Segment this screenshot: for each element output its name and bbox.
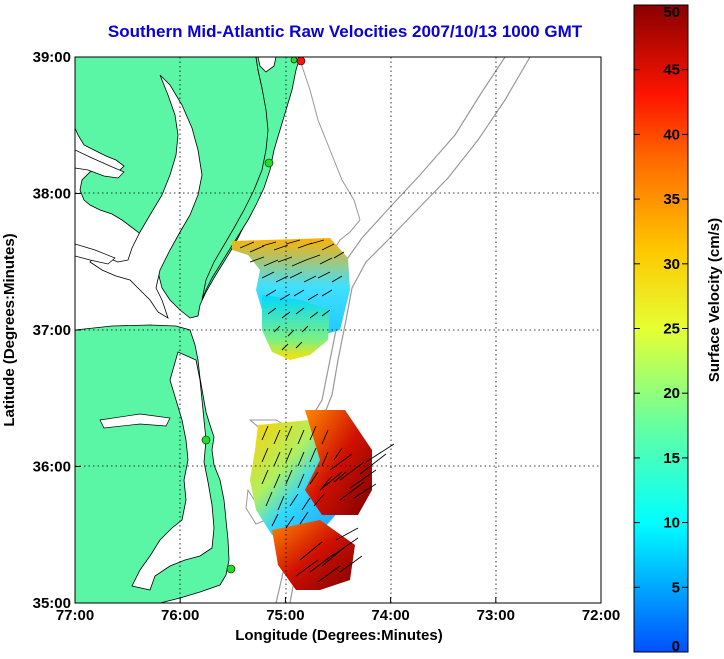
colorbar-label: Surface Velocity (cm/s) — [706, 218, 723, 382]
x-tick-label: 72:00 — [582, 607, 620, 624]
delaware-bay — [257, 57, 277, 73]
y-axis-label: Latitude (Degrees:Minutes) — [1, 233, 18, 426]
eastern-shore — [201, 57, 301, 301]
y-tick-label: 37:00 — [33, 322, 71, 339]
y-tick-label: 35:00 — [33, 595, 71, 612]
station-marker — [226, 564, 236, 574]
colorbar — [633, 4, 689, 653]
colorbar-tick-label: 0 — [672, 638, 680, 655]
velocity-field — [232, 238, 372, 590]
y-axis-ticks: 39:00 38:00 37:00 36:00 35:00 — [33, 49, 81, 612]
x-tick-label: 73:00 — [477, 607, 515, 624]
station-marker — [264, 158, 274, 168]
colorbar-ticks: 0 5 10 15 20 25 30 35 40 45 50 — [634, 4, 688, 655]
stations — [201, 57, 306, 574]
x-tick-label: 76:00 — [161, 607, 199, 624]
colorbar-tick-label: 25 — [663, 321, 680, 338]
x-tick-label: 74:00 — [371, 607, 409, 624]
velocity-vectors — [239, 239, 395, 583]
station-marker — [201, 435, 211, 445]
colorbar-tick-label: 45 — [663, 62, 680, 79]
colorbar-tick-label: 20 — [663, 385, 680, 402]
y-tick-label: 39:00 — [33, 49, 71, 66]
colorbar-tick-label: 35 — [663, 191, 680, 208]
colorbar-tick-label: 50 — [663, 4, 680, 21]
grid — [75, 57, 601, 603]
station-marker — [296, 57, 306, 66]
y-tick-label: 36:00 — [33, 459, 71, 476]
colorbar-tick-label: 10 — [663, 515, 680, 532]
inland-river-3 — [99, 413, 171, 429]
colorbar-tick-label: 30 — [663, 256, 680, 273]
x-tick-label: 75:00 — [266, 607, 304, 624]
x-axis-ticks: 77:00 76:00 75:00 74:00 73:00 72:00 — [56, 597, 620, 624]
chart-title: Southern Mid-Atlantic Raw Velocities 200… — [107, 22, 583, 41]
x-axis-label: Longitude (Degrees:Minutes) — [235, 627, 443, 644]
y-tick-label: 38:00 — [33, 186, 71, 203]
station-marker — [290, 57, 298, 64]
colorbar-tick-label: 5 — [672, 579, 680, 596]
x-tick-label: 77:00 — [56, 607, 94, 624]
inland-river-1 — [75, 149, 125, 179]
colorbar-tick-label: 15 — [663, 450, 680, 467]
inland-river-2 — [75, 243, 116, 265]
colorbar-tick-label: 40 — [663, 126, 680, 143]
